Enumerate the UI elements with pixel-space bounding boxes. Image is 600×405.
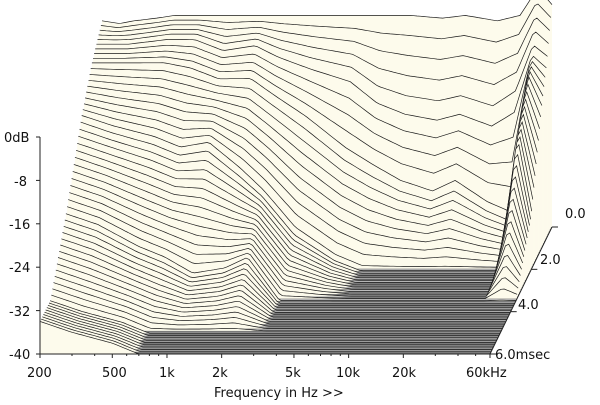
z-axis-line	[489, 226, 553, 355]
decay-slice-line	[69, 192, 520, 295]
decay-slice-line	[87, 85, 538, 239]
decay-slice-line	[59, 250, 510, 316]
decay-slice-line	[98, 29, 549, 85]
decay-slice-line	[68, 199, 519, 297]
decay-slice-line	[73, 164, 525, 286]
x-tick-label: 5k	[285, 366, 301, 381]
decay-slice-line	[48, 302, 499, 336]
decay-slice-line	[93, 56, 544, 188]
decay-slice-line	[97, 33, 548, 107]
decay-slice-line	[64, 219, 515, 304]
decay-slice-line	[74, 156, 526, 283]
decay-slice-line	[40, 318, 492, 353]
decay-slice-line	[61, 238, 512, 311]
y-tick-label: -24	[9, 261, 30, 276]
decay-slice-line	[78, 135, 529, 276]
decay-slice-line	[85, 97, 536, 251]
decay-slice-line	[45, 309, 496, 343]
decay-slice-line	[44, 311, 495, 346]
decay-slice-line	[60, 244, 511, 313]
decay-slice-line	[51, 294, 502, 332]
x-axis-title: Frequency in Hz >>	[214, 386, 344, 401]
decay-slice-line	[96, 38, 547, 127]
x-tick-label: 20k	[392, 366, 417, 381]
decay-slice-line	[62, 232, 513, 309]
decay-slice-line	[82, 109, 534, 262]
decay-slice-fill	[56, 263, 507, 320]
x-tick-label: 200	[27, 366, 52, 381]
axes	[39, 137, 553, 355]
decay-slice-line	[94, 50, 545, 165]
x-tick-label: 500	[102, 366, 127, 381]
decay-slice-line	[83, 103, 535, 256]
decay-slice-line	[54, 275, 505, 325]
decay-slice-line	[90, 68, 542, 221]
decay-slice-line	[49, 300, 501, 334]
decay-slice-line	[53, 282, 504, 327]
x-tick-label: 10k	[336, 366, 361, 381]
y-tick-label: 0dB	[4, 131, 29, 146]
x-tick-label: 60kHz	[466, 366, 507, 381]
tick-marks	[36, 136, 558, 358]
decay-slice-line	[88, 79, 539, 233]
decay-slice-line	[86, 91, 537, 245]
decay-slice-line	[101, 0, 553, 24]
decay-slice-line	[66, 206, 518, 299]
decay-slice-line	[75, 149, 527, 281]
decay-slice-line	[71, 178, 522, 290]
decay-slice-line	[65, 213, 516, 302]
z-tick-label: 0.0	[565, 207, 586, 222]
y-tick-label: -8	[14, 175, 27, 190]
z-tick-label: 6.0msec	[495, 348, 550, 363]
decay-slice-line	[81, 115, 533, 268]
decay-slice-line	[43, 314, 494, 348]
x-tick-label: 2k	[212, 366, 228, 381]
y-tick-label: -16	[9, 218, 30, 233]
decay-slice-line	[89, 74, 540, 227]
x-tick-label: 1k	[159, 366, 175, 381]
decay-slice-line	[47, 304, 498, 339]
decay-slice-line	[70, 185, 521, 293]
decay-slice-line	[91, 62, 543, 212]
decay-slice-line	[55, 269, 506, 323]
y-tick-label: -32	[9, 305, 30, 320]
decay-slice-line	[52, 288, 503, 329]
decay-slice-line	[57, 257, 508, 318]
decay-slice-line	[99, 17, 550, 64]
decay-slice-line	[79, 128, 530, 274]
decay-slice-line	[42, 316, 493, 350]
decay-slice-line	[80, 121, 531, 272]
z-tick-label: 4.0	[518, 298, 539, 313]
decay-slice-line	[100, 3, 552, 43]
z-tick-label: 2.0	[540, 253, 561, 268]
tick-labels: 0dB -8 -16 -24 -32 -40 200 500 1k 2k 5k …	[4, 131, 586, 401]
cumulative-spectral-decay-slices	[39, 0, 553, 355]
decay-slice-line	[77, 142, 528, 279]
decay-slice-line	[95, 44, 546, 146]
decay-slice-line	[63, 225, 514, 306]
y-tick-label: -40	[9, 348, 30, 363]
decay-slice-fill	[59, 251, 510, 315]
decay-slice-line	[72, 171, 524, 288]
decay-slice-line	[56, 263, 507, 320]
decay-slice-line	[46, 307, 497, 341]
decay-slice-fill	[40, 321, 490, 354]
decay-slice-fill	[58, 257, 508, 318]
